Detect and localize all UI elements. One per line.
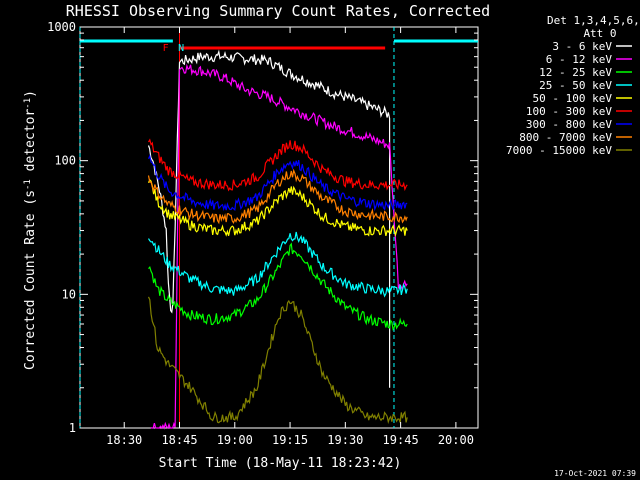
series-line-4 <box>147 178 408 237</box>
legend-label-4: 50 - 100 keV <box>533 92 613 105</box>
legend-label-5: 100 - 300 keV <box>526 105 612 118</box>
legend-label-6: 300 - 800 keV <box>526 118 612 131</box>
series-line-8 <box>147 296 408 425</box>
series-line-1 <box>150 63 408 430</box>
x-tick-label-0: 18:30 <box>106 433 142 447</box>
legend-header-1: Att 0 <box>583 27 616 40</box>
legend-label-1: 6 - 12 keV <box>546 53 613 66</box>
y-axis-label-end: ) <box>23 90 38 98</box>
timestamp: 17-Oct-2021 07:39 <box>554 469 636 478</box>
x-tick-label-2: 19:00 <box>217 433 253 447</box>
x-tick-label-6: 20:00 <box>438 433 474 447</box>
x-tick-label-5: 19:45 <box>383 433 419 447</box>
x-axis-label: Start Time (18-May-11 18:23:42) <box>159 456 402 471</box>
annotation-F: F <box>163 43 169 54</box>
y-axis-label-sup2: -1 <box>23 98 33 109</box>
y-tick-label-2: 100 <box>54 154 76 168</box>
y-axis-label-mid: detector <box>23 109 38 180</box>
legend-header-0: Det 1,3,4,5,6,9, <box>547 14 640 27</box>
series-line-0 <box>147 49 391 388</box>
chart-title: RHESSI Observing Summary Count Rates, Co… <box>66 2 490 20</box>
x-tick-label-3: 19:15 <box>272 433 308 447</box>
y-tick-label-3: 1000 <box>47 20 76 34</box>
legend-label-8: 7000 - 15000 keV <box>506 144 612 157</box>
plot-frame <box>79 26 479 429</box>
series-line-5 <box>147 138 408 192</box>
legend-label-3: 25 - 50 keV <box>539 79 612 92</box>
annotation-N: N <box>178 43 184 54</box>
y-tick-label-0: 1 <box>69 421 76 435</box>
series-line-7 <box>147 168 408 225</box>
series-line-2 <box>148 242 408 332</box>
y-axis-label-sup1: -1 <box>23 179 33 190</box>
y-tick-label-1: 10 <box>62 287 76 301</box>
y-axis-label-main: Corrected Count Rate (s <box>23 190 38 370</box>
legend-label-0: 3 - 6 keV <box>552 40 612 53</box>
x-tick-label-4: 19:30 <box>327 433 363 447</box>
series-line-3 <box>147 231 408 298</box>
y-axis-label: Corrected Count Rate (s-1 detector-1) <box>23 90 38 370</box>
legend-label-2: 12 - 25 keV <box>539 66 612 79</box>
series-line-6 <box>147 154 408 212</box>
x-tick-label-1: 18:45 <box>161 433 197 447</box>
legend-label-7: 800 - 7000 keV <box>519 131 612 144</box>
plot-area: F N 18:30 18:45 19:00 19:15 19:30 19:45 20:00 1 10… <box>47 20 479 447</box>
